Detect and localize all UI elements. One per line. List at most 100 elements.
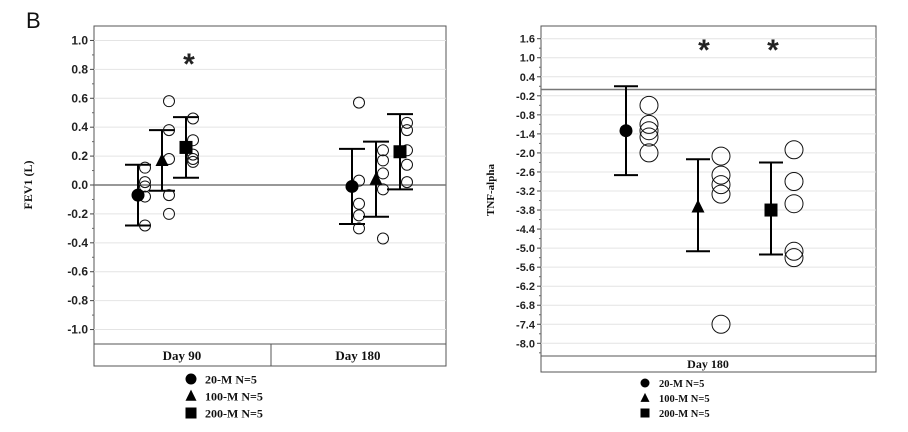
tnf-legend-label: 200-M N=5 (659, 409, 710, 420)
fev1-tick-label: 0.8 (71, 62, 88, 76)
tnf-significance-marker: * (698, 34, 710, 67)
tnf-tick-label: -5.6 (516, 262, 535, 274)
fev1-mean-square (393, 145, 407, 159)
fev1-data-point (187, 155, 199, 168)
tnf-data-point (784, 194, 804, 214)
fev1-tick-label: -0.8 (67, 294, 88, 308)
tnf-legend: 20-M N=5 100-M N=5 200-M N=5 (640, 378, 710, 420)
fev1-data-point (353, 96, 365, 109)
tnf-tick-label: -6.8 (516, 300, 535, 312)
fev1-gridlines (94, 39, 446, 331)
tnf-data-point (711, 175, 731, 195)
tnf-data-point (639, 143, 659, 163)
fev1-data-marks: * (125, 48, 413, 245)
fev1-data-point (187, 134, 199, 147)
fev1-data-point (401, 158, 413, 171)
fev1-legend-triangle-icon (185, 389, 197, 401)
tnf-data-point (784, 241, 804, 261)
fev1-legend-circle-icon (185, 373, 197, 385)
fev1-mean-circle (345, 179, 359, 193)
tnf-tick-label: -2.0 (516, 148, 535, 160)
fev1-legend: 20-M N=5 100-M N=5 200-M N=5 (185, 372, 263, 420)
tnf-category-band (540, 355, 877, 373)
fev1-tick-label: -0.6 (67, 265, 88, 279)
tnf-tick-label: -2.6 (516, 167, 535, 179)
fev1-legend-square-icon (185, 407, 197, 419)
fev1-legend-label: 200-M N=5 (205, 406, 263, 420)
tnf-data-point (784, 171, 804, 191)
fev1-tick-label: -0.2 (67, 207, 88, 221)
tnf-data-point (784, 140, 804, 160)
fev1-data-point (163, 124, 175, 137)
tnf-data-point (711, 314, 731, 334)
fev1-mean-square (179, 140, 193, 154)
tnf-y-ticks: 1.6 1.0 0.4 -0.2 -0.8 -1.4 -2.0 -2.6 -3.2 -3.8 -4.… (516, 34, 541, 354)
fev1-data-point (187, 112, 199, 125)
tnf-tick-label: -1.4 (516, 129, 536, 141)
tnf-tick-label: -5.0 (516, 243, 535, 255)
fev1-tick-label: 0.2 (71, 149, 88, 163)
tnf-tick-label: -7.4 (516, 319, 536, 331)
tnf-data-point (711, 184, 731, 204)
fev1-tick-label: 0.4 (71, 120, 88, 134)
fev1-y-axis-label: FEV1 (L) (21, 161, 35, 210)
fev1-tick-label: -0.4 (67, 236, 88, 250)
fev1-mean-triangle (155, 152, 169, 167)
tnf-legend-circle-icon (640, 378, 650, 388)
fev1-data-point (401, 116, 413, 129)
tnf-category-label: Day 180 (687, 357, 729, 371)
tnf-y-axis-label: TNF-alpha (485, 164, 497, 216)
tnf-data-point (639, 121, 659, 141)
fev1-y-ticks: 1.0 0.8 0.6 0.4 0.2 0.0 -0.2 -0.4 -0.6 -0.8 -1.0 (67, 33, 94, 337)
fev1-data-point (187, 152, 199, 165)
fev1-data-point (401, 176, 413, 189)
fev1-data-point (139, 180, 151, 193)
tnf-mean-square (764, 203, 778, 217)
tnf-gridlines (541, 38, 876, 344)
fev1-category-label: Day 180 (335, 348, 380, 363)
fev1-category-labels: Day 90 Day 180 (163, 348, 381, 363)
panel-label: B (26, 8, 41, 33)
tnf-mean-circle (619, 124, 633, 138)
tnf-tick-label: -4.4 (516, 224, 536, 236)
fev1-data-point (377, 154, 389, 167)
fev1-legend-label: 20-M N=5 (205, 372, 257, 386)
tnf-tick-label: -3.2 (516, 186, 535, 198)
tnf-tick-label: 0.4 (520, 72, 536, 84)
tnf-data-point (639, 114, 659, 134)
fev1-data-point (377, 144, 389, 157)
tnf-data-marks: * * (614, 34, 804, 334)
fev1-data-point (187, 148, 199, 161)
fev1-data-point (139, 176, 151, 189)
fev1-data-point (163, 95, 175, 108)
fev1-tick-label: 0.6 (71, 91, 88, 105)
tnf-data-point (639, 127, 659, 147)
fev1-data-point (139, 219, 151, 232)
fev1-data-point (163, 207, 175, 220)
tnf-mean-triangle (691, 199, 705, 213)
tnf-tick-label: -0.8 (516, 110, 535, 122)
tnf-legend-label: 20-M N=5 (659, 379, 704, 390)
tnf-tick-label: -0.2 (516, 91, 535, 103)
fev1-data-point (401, 124, 413, 137)
tnf-data-point (711, 165, 731, 185)
tnf-significance-marker: * (767, 34, 779, 67)
tnf-tick-label: 1.0 (520, 53, 535, 65)
tnf-legend-triangle-icon (640, 392, 650, 402)
tnf-legend-square-icon (640, 408, 650, 418)
tnf-category-labels: Day 180 (687, 357, 729, 371)
tnf-tick-label: 1.6 (520, 34, 535, 46)
tnf-tick-label: -6.2 (516, 281, 535, 293)
fev1-significance-marker: * (183, 48, 195, 81)
tnf-tick-label: -8.0 (516, 338, 535, 350)
tnf-chart: TNF-alpha 1.6 1.0 0.4 -0.2 -0.8 -1.4 -2.0 -2.6 -… (485, 25, 877, 420)
fev1-chart: FEV1 (L) 1.0 0.8 0.6 0.4 0.2 0.0 -0.2 -0.4 -0.6 -… (21, 25, 447, 420)
tnf-legend-label: 100-M N=5 (659, 394, 710, 405)
fev1-data-point (377, 232, 389, 245)
fev1-data-point (353, 222, 365, 235)
fev1-data-point (353, 209, 365, 222)
fev1-mean-triangle (369, 171, 383, 185)
tnf-data-point (784, 248, 804, 268)
fev1-tick-label: 0.0 (71, 178, 88, 192)
